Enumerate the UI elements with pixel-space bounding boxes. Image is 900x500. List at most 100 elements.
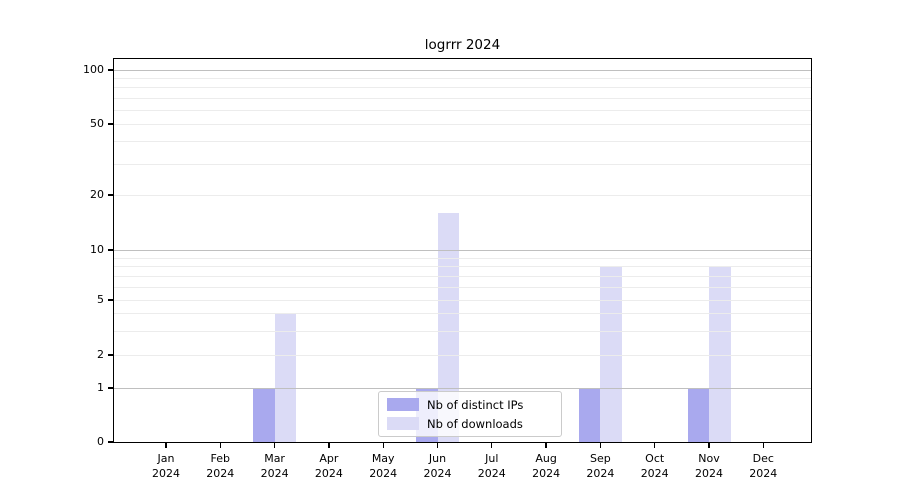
x-tick-mark [328, 442, 330, 448]
gridline-major [114, 70, 811, 71]
chart-title: logrrr 2024 [424, 37, 501, 53]
x-tick-label-dec: Dec 2024 [735, 451, 791, 481]
legend-item: Nb of distinct IPs [387, 398, 553, 412]
x-tick-label-jul: Jul 2024 [464, 451, 520, 481]
x-tick-month: Oct [645, 452, 665, 465]
y-tick-label-0: 0 [97, 435, 104, 448]
x-tick-month: Jan [157, 452, 175, 465]
x-tick-month: May [371, 452, 395, 465]
gridline-major [114, 388, 811, 389]
gridline-minor [114, 141, 811, 143]
gridline-minor [114, 78, 811, 80]
gridline-minor [114, 266, 811, 268]
legend-swatch [387, 417, 419, 430]
legend-label: Nb of downloads [427, 416, 523, 431]
bar-downloads-mar [274, 313, 297, 442]
x-tick-mark [436, 442, 439, 448]
y-tick-label-50: 50 [90, 117, 104, 130]
x-tick-mark [273, 442, 276, 448]
y-tick-mark [108, 387, 114, 389]
legend-item: Nb of downloads [387, 417, 553, 431]
y-tick-mark [108, 354, 114, 356]
gridline-minor [114, 163, 811, 165]
gridline-minor [114, 313, 811, 315]
x-tick-label-may: May 2024 [355, 451, 411, 481]
legend: Nb of distinct IPs Nb of downloads [378, 391, 562, 437]
x-tick-month: Nov [698, 452, 720, 465]
gridline-minor [114, 286, 811, 288]
x-tick-mark [708, 442, 710, 448]
y-tick-label-2: 2 [97, 348, 104, 361]
x-tick-year: 2024 [152, 467, 180, 480]
bar-downloads-jun [437, 212, 459, 442]
y-tick-mark [108, 299, 114, 301]
gridline-minor [114, 257, 811, 259]
y-tick-mark [108, 194, 114, 196]
y-tick-mark [108, 123, 114, 125]
x-tick-year: 2024 [586, 467, 615, 480]
bar-distinct-ips-sep [578, 388, 601, 442]
x-tick-mark [599, 442, 602, 448]
x-tick-label-mar: Mar 2024 [247, 451, 303, 481]
x-tick-label-jun: Jun 2024 [410, 451, 466, 481]
x-tick-label-nov: Nov 2024 [681, 451, 737, 481]
x-tick-year: 2024 [532, 467, 561, 480]
x-tick-month: Mar [264, 452, 285, 465]
x-tick-mark [762, 442, 764, 448]
x-tick-year: 2024 [206, 467, 235, 480]
plot-area [114, 59, 811, 442]
x-tick-mark [654, 442, 656, 448]
x-tick-month: Aug [535, 452, 557, 465]
gridline-minor [114, 355, 811, 356]
bar-downloads-sep [600, 266, 622, 442]
y-tick-label-1: 1 [97, 381, 104, 394]
legend-label: Nb of distinct IPs [427, 397, 524, 412]
x-tick-mark [219, 442, 221, 448]
y-tick-label-100: 100 [83, 63, 104, 76]
x-tick-year: 2024 [695, 467, 723, 480]
x-tick-month: Dec [752, 452, 774, 465]
legend-swatch [387, 398, 419, 411]
x-tick-month: Apr [319, 452, 339, 465]
x-tick-year: 2024 [369, 467, 398, 480]
x-tick-year: 2024 [260, 467, 289, 480]
x-tick-label-feb: Feb 2024 [192, 451, 248, 481]
gridline-minor [114, 275, 811, 277]
x-tick-year: 2024 [423, 467, 452, 480]
x-tick-label-jan: Jan 2024 [138, 451, 194, 481]
x-tick-year: 2024 [314, 467, 343, 480]
gridline-minor [114, 97, 811, 99]
gridline-minor [114, 195, 811, 196]
x-tick-month: Jun [428, 452, 447, 465]
gridline-minor [114, 330, 811, 332]
x-tick-mark [491, 442, 493, 448]
x-tick-label-sep: Sep 2024 [572, 451, 628, 481]
x-tick-mark [165, 442, 167, 448]
y-tick-mark [108, 249, 114, 251]
bar-distinct-ips-mar [253, 388, 275, 442]
x-tick-year: 2024 [477, 467, 506, 480]
x-tick-year: 2024 [640, 467, 669, 480]
y-tick-label-10: 10 [90, 243, 104, 256]
x-tick-mark [545, 442, 547, 448]
bar-downloads-nov [709, 266, 731, 442]
y-tick-label-20: 20 [90, 188, 104, 201]
x-tick-label-aug: Aug 2024 [518, 451, 574, 481]
y-tick-label-5: 5 [97, 293, 104, 306]
y-tick-mark [108, 441, 114, 443]
x-tick-month: Jul [485, 452, 499, 465]
gridline-major [114, 250, 811, 251]
x-tick-label-apr: Apr 2024 [301, 451, 357, 481]
x-tick-year: 2024 [749, 467, 778, 480]
gridline-minor [114, 87, 811, 89]
gridline-minor [114, 300, 811, 301]
y-tick-mark [108, 69, 114, 71]
x-tick-label-oct: Oct 2024 [627, 451, 683, 481]
x-tick-month: Sep [590, 452, 611, 465]
x-tick-month: Feb [210, 452, 231, 465]
gridline-minor [114, 124, 811, 125]
gridline-minor [114, 109, 811, 111]
x-tick-mark [382, 442, 384, 448]
bar-distinct-ips-nov [687, 388, 709, 442]
